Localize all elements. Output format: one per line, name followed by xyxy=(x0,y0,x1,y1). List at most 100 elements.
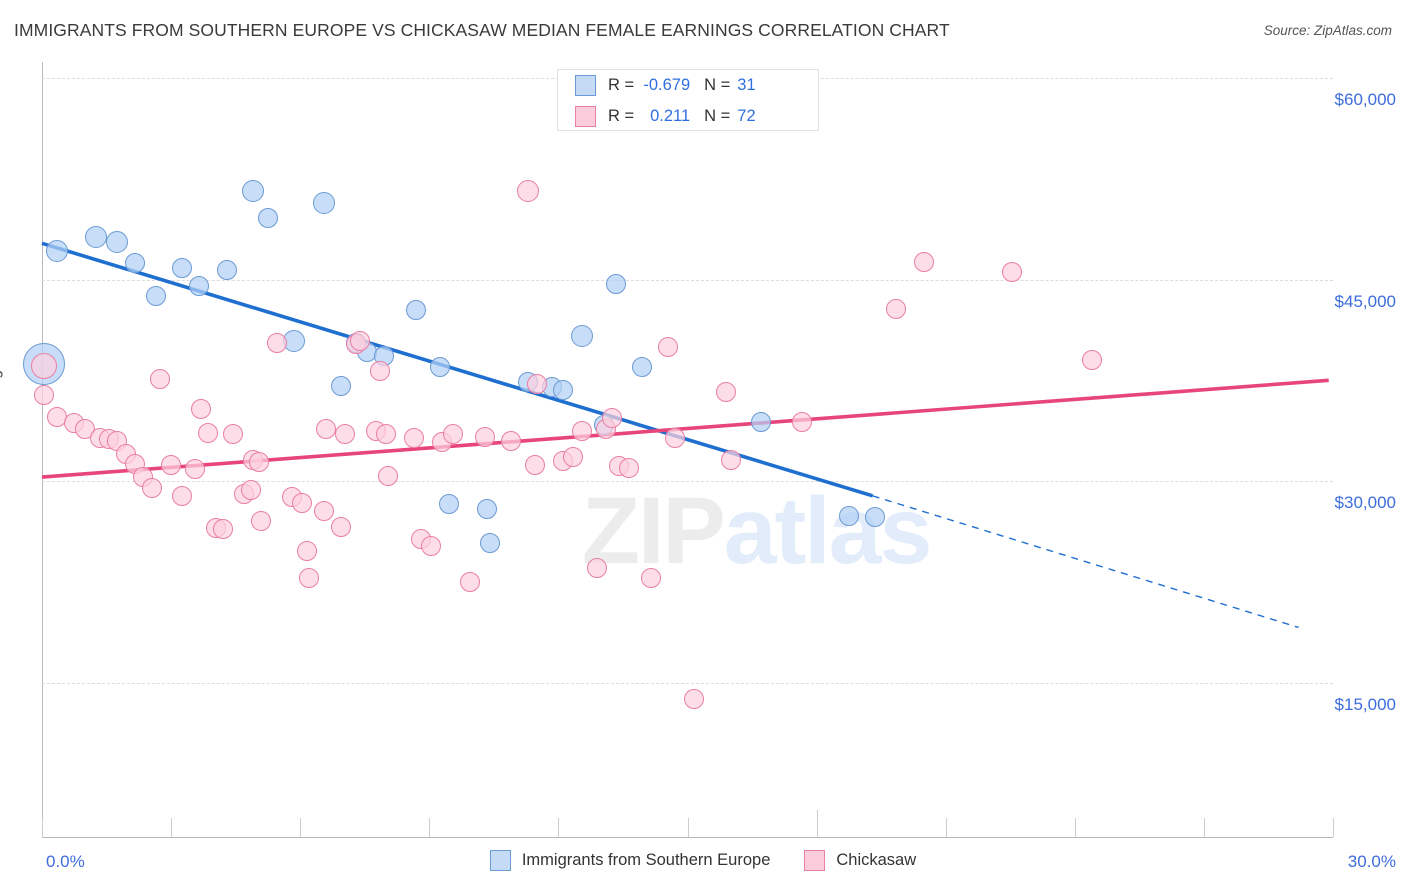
scatter-point-blue[interactable] xyxy=(331,375,352,396)
scatter-point-pink[interactable] xyxy=(914,252,935,273)
pink-r-label: R = xyxy=(608,107,635,125)
scatter-point-blue[interactable] xyxy=(571,325,594,347)
scatter-point-pink[interactable] xyxy=(640,567,661,588)
scatter-point-pink[interactable] xyxy=(141,477,162,498)
scatter-point-pink[interactable] xyxy=(171,485,192,506)
scatter-point-pink[interactable] xyxy=(442,424,463,445)
pink-n-label: N = xyxy=(704,107,731,125)
scatter-point-pink[interactable] xyxy=(664,428,685,449)
scatter-point-pink[interactable] xyxy=(886,299,907,320)
scatter-point-blue[interactable] xyxy=(312,192,335,215)
scatter-point-pink[interactable] xyxy=(335,424,356,445)
scatter-point-pink[interactable] xyxy=(31,352,58,379)
scatter-point-pink[interactable] xyxy=(292,492,313,513)
scatter-point-pink[interactable] xyxy=(184,458,205,479)
scatter-point-blue[interactable] xyxy=(438,493,459,514)
scatter-point-pink[interactable] xyxy=(683,688,704,709)
scatter-point-pink[interactable] xyxy=(563,446,584,467)
scatter-point-pink[interactable] xyxy=(572,421,593,442)
scatter-point-pink[interactable] xyxy=(249,452,270,473)
correlation-row-blue: R = -0.679 N = 31 xyxy=(558,70,818,101)
scatter-point-pink[interactable] xyxy=(587,558,608,579)
page-title: IMMIGRANTS FROM SOUTHERN EUROPE VS CHICK… xyxy=(14,20,950,40)
scatter-point-pink[interactable] xyxy=(266,332,287,353)
scatter-point-pink[interactable] xyxy=(526,374,547,395)
scatter-point-pink[interactable] xyxy=(251,511,272,532)
scatter-point-pink[interactable] xyxy=(316,418,337,439)
scatter-point-pink[interactable] xyxy=(421,535,442,556)
scatter-point-pink[interactable] xyxy=(298,567,319,588)
scatter-point-pink[interactable] xyxy=(313,500,334,521)
scatter-point-pink[interactable] xyxy=(223,424,244,445)
scatter-point-pink[interactable] xyxy=(460,571,481,592)
scatter-point-blue[interactable] xyxy=(632,356,653,377)
scatter-point-pink[interactable] xyxy=(212,519,233,540)
scatter-point-blue[interactable] xyxy=(750,411,771,432)
scatter-point-pink[interactable] xyxy=(404,428,425,449)
scatter-point-pink[interactable] xyxy=(517,179,540,202)
x-axis-tick xyxy=(300,818,302,837)
scatter-point-blue[interactable] xyxy=(189,276,210,297)
scatter-point-pink[interactable] xyxy=(369,360,390,381)
scatter-point-blue[interactable] xyxy=(479,532,500,553)
scatter-point-pink[interactable] xyxy=(524,454,545,475)
scatter-point-pink[interactable] xyxy=(150,368,171,389)
legend-item-immigrants-from-southern-europe[interactable]: Immigrants from Southern Europe xyxy=(489,850,770,871)
y-axis-title: Median Female Earnings xyxy=(0,362,4,530)
scatter-point-pink[interactable] xyxy=(791,411,812,432)
legend-pink-swatch-icon xyxy=(804,850,826,871)
y-axis-tick-label: $15,000 xyxy=(1334,694,1396,714)
scatter-point-pink[interactable] xyxy=(720,449,741,470)
pink-n-value: 72 xyxy=(737,107,756,125)
scatter-point-pink[interactable] xyxy=(191,398,212,419)
x-axis-min-label: 0.0% xyxy=(46,852,85,871)
scatter-point-pink[interactable] xyxy=(716,382,737,403)
scatter-point-pink[interactable] xyxy=(1002,261,1023,282)
scatter-point-blue[interactable] xyxy=(106,230,129,253)
scatter-point-blue[interactable] xyxy=(430,356,451,377)
y-axis-tick-label: $45,000 xyxy=(1334,291,1396,311)
scatter-point-pink[interactable] xyxy=(658,336,679,357)
plot-area: ZIPatlas xyxy=(23,62,1333,837)
scatter-point-blue[interactable] xyxy=(606,273,627,294)
series-legend: Immigrants from Southern Europe Chickasa… xyxy=(0,850,1406,871)
correlation-legend: R = -0.679 N = 31 R = 0.211 N = 72 xyxy=(557,69,819,131)
scatter-point-blue[interactable] xyxy=(241,179,264,202)
legend-item-chickasaw[interactable]: Chickasaw xyxy=(804,850,916,871)
scatter-point-pink[interactable] xyxy=(331,516,352,537)
scatter-point-blue[interactable] xyxy=(124,253,145,274)
scatter-point-blue[interactable] xyxy=(257,207,278,228)
gridline xyxy=(42,279,1333,281)
scatter-point-blue[interactable] xyxy=(146,285,167,306)
scatter-point-pink[interactable] xyxy=(378,465,399,486)
scatter-point-pink[interactable] xyxy=(1082,350,1102,371)
scatter-point-pink[interactable] xyxy=(34,385,55,406)
scatter-point-blue[interactable] xyxy=(46,240,69,263)
legend-blue-swatch-icon xyxy=(489,850,511,871)
scatter-point-pink[interactable] xyxy=(501,430,522,451)
scatter-point-pink[interactable] xyxy=(602,407,623,428)
scatter-point-pink[interactable] xyxy=(350,331,371,352)
x-axis-tick xyxy=(42,818,43,837)
scatter-point-blue[interactable] xyxy=(864,507,885,528)
correlation-row-pink: R = 0.211 N = 72 xyxy=(558,101,818,132)
scatter-point-blue[interactable] xyxy=(838,505,859,526)
scatter-point-blue[interactable] xyxy=(217,260,238,281)
scatter-point-pink[interactable] xyxy=(161,454,182,475)
x-axis-tick xyxy=(1074,818,1076,837)
blue-n-label: N = xyxy=(704,76,731,94)
scatter-point-blue[interactable] xyxy=(477,499,498,520)
scatter-point-pink[interactable] xyxy=(376,424,397,445)
scatter-point-pink[interactable] xyxy=(240,480,261,501)
source-attribution: Source: ZipAtlas.com xyxy=(1263,23,1392,38)
scatter-point-blue[interactable] xyxy=(552,379,573,400)
scatter-point-pink[interactable] xyxy=(475,426,496,447)
scatter-point-pink[interactable] xyxy=(296,540,317,561)
scatter-point-blue[interactable] xyxy=(84,225,107,248)
scatter-point-pink[interactable] xyxy=(197,422,218,443)
scatter-point-blue[interactable] xyxy=(406,300,427,321)
x-axis-line xyxy=(42,837,1333,838)
scatter-point-blue[interactable] xyxy=(171,257,192,278)
x-axis-max-label: 30.0% xyxy=(1347,852,1396,871)
scatter-point-pink[interactable] xyxy=(619,457,640,478)
